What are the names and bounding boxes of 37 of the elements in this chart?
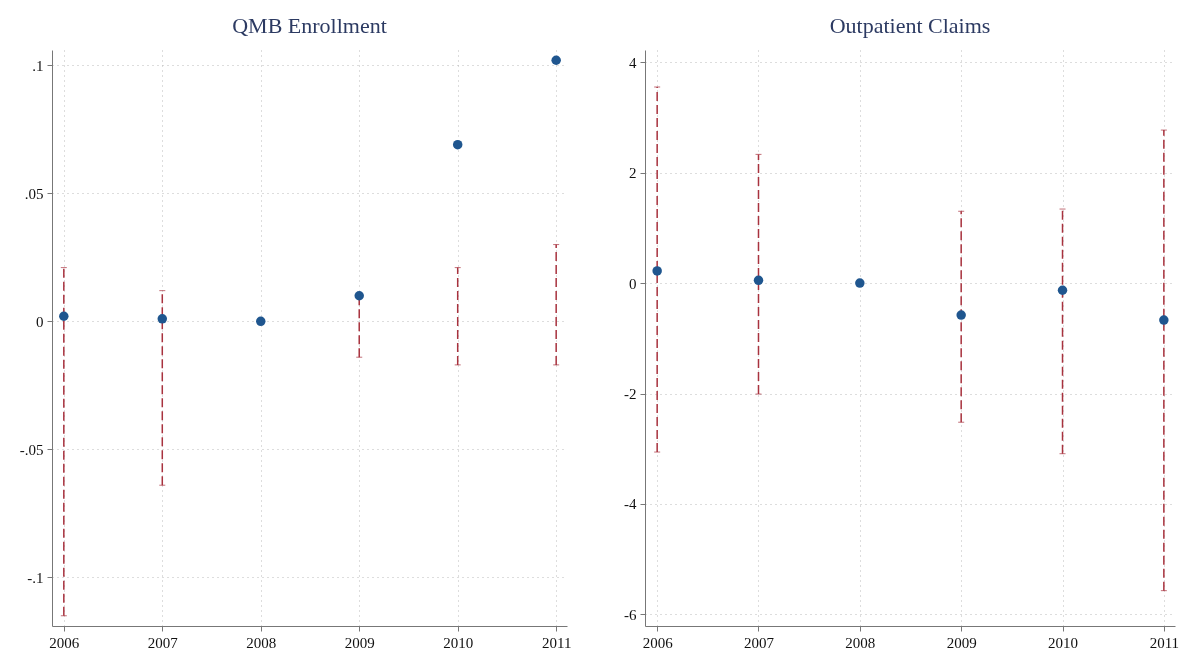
x-tick-label: 2009 xyxy=(344,634,375,651)
x-tick-label: 2007 xyxy=(147,634,179,651)
x-tick-label: 2010 xyxy=(443,634,474,651)
point xyxy=(855,278,865,288)
y-tick-label: -.05 xyxy=(19,441,44,458)
x-tick-label: 2011 xyxy=(1149,634,1180,651)
y-tick-label: .05 xyxy=(24,185,44,202)
x-tick-label: 2011 xyxy=(541,634,572,651)
point xyxy=(753,275,764,286)
point xyxy=(1057,285,1068,295)
x-tick-label: 2006 xyxy=(642,634,674,651)
x-tick-label: 2008 xyxy=(845,634,876,651)
x-tick-label: 2008 xyxy=(246,634,277,651)
y-tick-label: 4 xyxy=(629,54,637,71)
y-tick-label: -4 xyxy=(624,496,637,513)
point xyxy=(956,310,966,320)
y-tick-label: .1 xyxy=(32,57,44,74)
y-tick-label: 0 xyxy=(36,313,44,330)
chart-title: QMB Enrollment xyxy=(232,13,387,38)
point xyxy=(354,291,364,301)
point xyxy=(59,311,69,321)
point xyxy=(551,55,561,65)
x-tick-label: 2006 xyxy=(49,634,80,651)
y-tick-label: -2 xyxy=(624,386,637,402)
y-tick-label: 0 xyxy=(629,275,637,292)
point xyxy=(157,314,168,324)
y-tick-label: -6 xyxy=(624,606,637,623)
x-tick-label: 2007 xyxy=(744,634,775,651)
x-tick-label: 2009 xyxy=(946,634,977,651)
point xyxy=(256,316,266,327)
y-tick-label: 2 xyxy=(629,165,637,182)
x-tick-label: 2010 xyxy=(1048,634,1079,651)
point xyxy=(1159,315,1169,325)
point xyxy=(452,139,463,150)
y-tick-label: -.1 xyxy=(27,569,44,586)
chart-title: Outpatient Claims xyxy=(829,13,991,38)
point xyxy=(652,266,662,276)
